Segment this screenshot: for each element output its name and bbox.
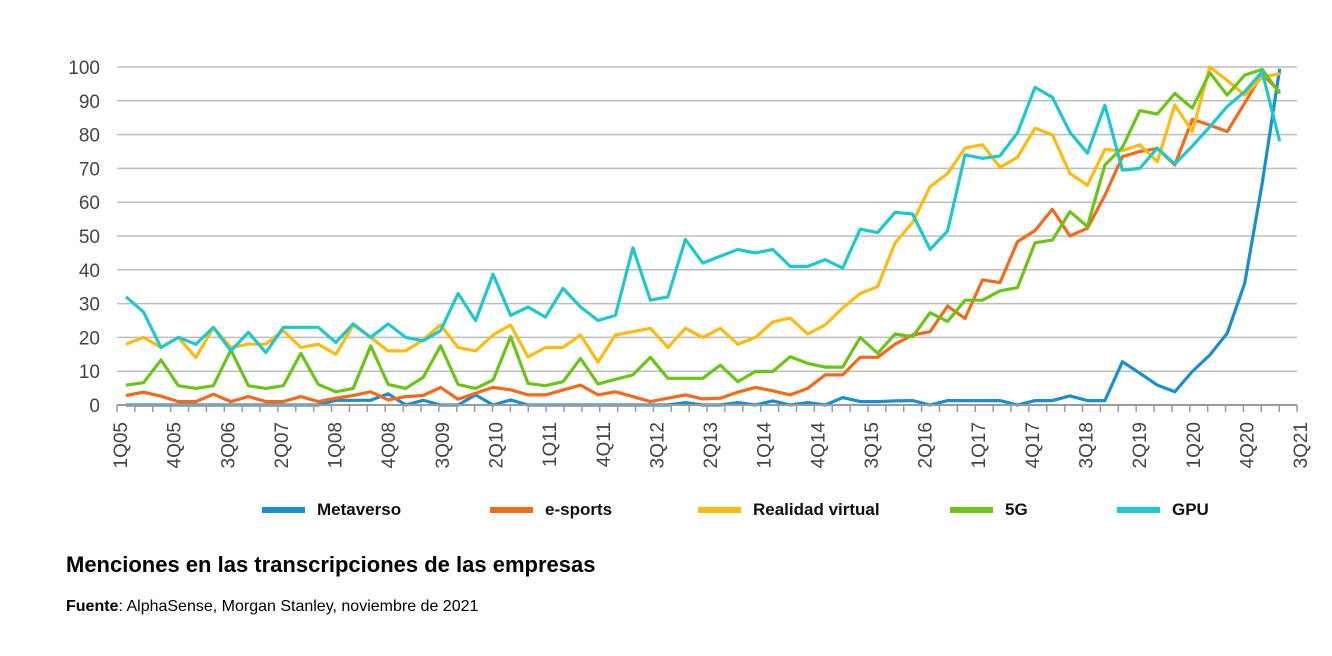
x-tick-label: 3Q12: [647, 422, 668, 468]
x-tick-label: 4Q14: [808, 422, 829, 469]
legend-item: 5G: [950, 500, 1028, 520]
x-tick-label: 4Q20: [1237, 422, 1258, 468]
x-tick-label: 2Q13: [701, 422, 722, 468]
legend-label: GPU: [1172, 500, 1209, 519]
series-line-realidad-virtual: [125, 65, 1280, 364]
x-tick-label: 1Q05: [111, 422, 132, 468]
series-line-e-sports: [125, 72, 1281, 404]
y-tick-label: 100: [68, 58, 100, 79]
gridlines: [117, 66, 1297, 372]
x-tick-label: 1Q17: [969, 422, 990, 468]
y-tick-label: 90: [79, 92, 100, 113]
y-tick-label: 40: [79, 261, 100, 282]
legend: Metaverso e-sports Realidad virtual 5G GPU: [0, 500, 1332, 528]
legend-swatch: [1117, 507, 1160, 513]
legend-label: e-sports: [545, 500, 613, 519]
y-tick-label: 50: [79, 227, 100, 248]
x-tick-label: 3Q18: [1077, 422, 1098, 468]
x-tick-label: 3Q15: [862, 422, 883, 468]
x-tick-label: 4Q08: [379, 422, 400, 468]
x-tick-label: 2Q16: [916, 422, 937, 468]
legend-swatch: [950, 507, 993, 513]
y-tick-label: 60: [79, 193, 100, 214]
y-tick-label: 70: [79, 159, 100, 180]
y-tick-label: 30: [79, 295, 100, 316]
y-tick-label: 80: [79, 126, 100, 147]
legend-swatch: [490, 507, 533, 513]
x-tick-label: 3Q06: [218, 422, 239, 468]
x-tick-label: 4Q17: [1023, 422, 1044, 468]
x-tick-label: 1Q08: [326, 422, 347, 468]
series-line-5g: [125, 67, 1281, 394]
x-tick-label: 3Q21: [1291, 422, 1312, 468]
x-tick-label: 1Q20: [1184, 422, 1205, 468]
x-tick-label: 4Q05: [165, 422, 186, 468]
legend-item: Realidad virtual: [698, 500, 880, 520]
y-tick-label: 0: [89, 396, 100, 417]
legend-swatch: [262, 507, 305, 513]
series-line-gpu: [124, 70, 1282, 355]
legend-label: Realidad virtual: [753, 500, 880, 519]
source-label: Fuente: [66, 598, 119, 615]
x-tick-label: 1Q11: [540, 422, 561, 467]
legend-item: GPU: [1117, 500, 1209, 520]
y-axis-ticks: 0 10 20 30 40 50 60 70 80 90 100: [68, 58, 100, 417]
source-note: Fuente: AlphaSense, Morgan Stanley, novi…: [66, 598, 478, 616]
x-tick-label: 3Q09: [433, 422, 454, 468]
x-tick-label: 2Q07: [272, 422, 293, 468]
y-tick-label: 10: [79, 362, 100, 383]
x-tick-label: 2Q19: [1130, 422, 1151, 468]
x-tick-label: 2Q10: [487, 422, 508, 468]
legend-label: Metaverso: [317, 500, 402, 519]
y-tick-label: 20: [79, 328, 100, 349]
x-tick-label: 1Q14: [755, 422, 776, 469]
legend-swatch: [698, 507, 741, 513]
legend-item: Metaverso: [262, 500, 401, 520]
legend-item: e-sports: [490, 500, 612, 520]
chart-title: Menciones en las transcripciones de las …: [66, 552, 596, 577]
legend-label: 5G: [1005, 500, 1028, 519]
source-text: : AlphaSense, Morgan Stanley, noviembre …: [118, 598, 479, 615]
x-tick-label: 4Q11: [594, 422, 615, 467]
x-axis: 1Q05 4Q05 3Q06 2Q07 1Q08 4Q08 3Q09 2Q10 1Q11 4Q11…: [111, 404, 1312, 469]
